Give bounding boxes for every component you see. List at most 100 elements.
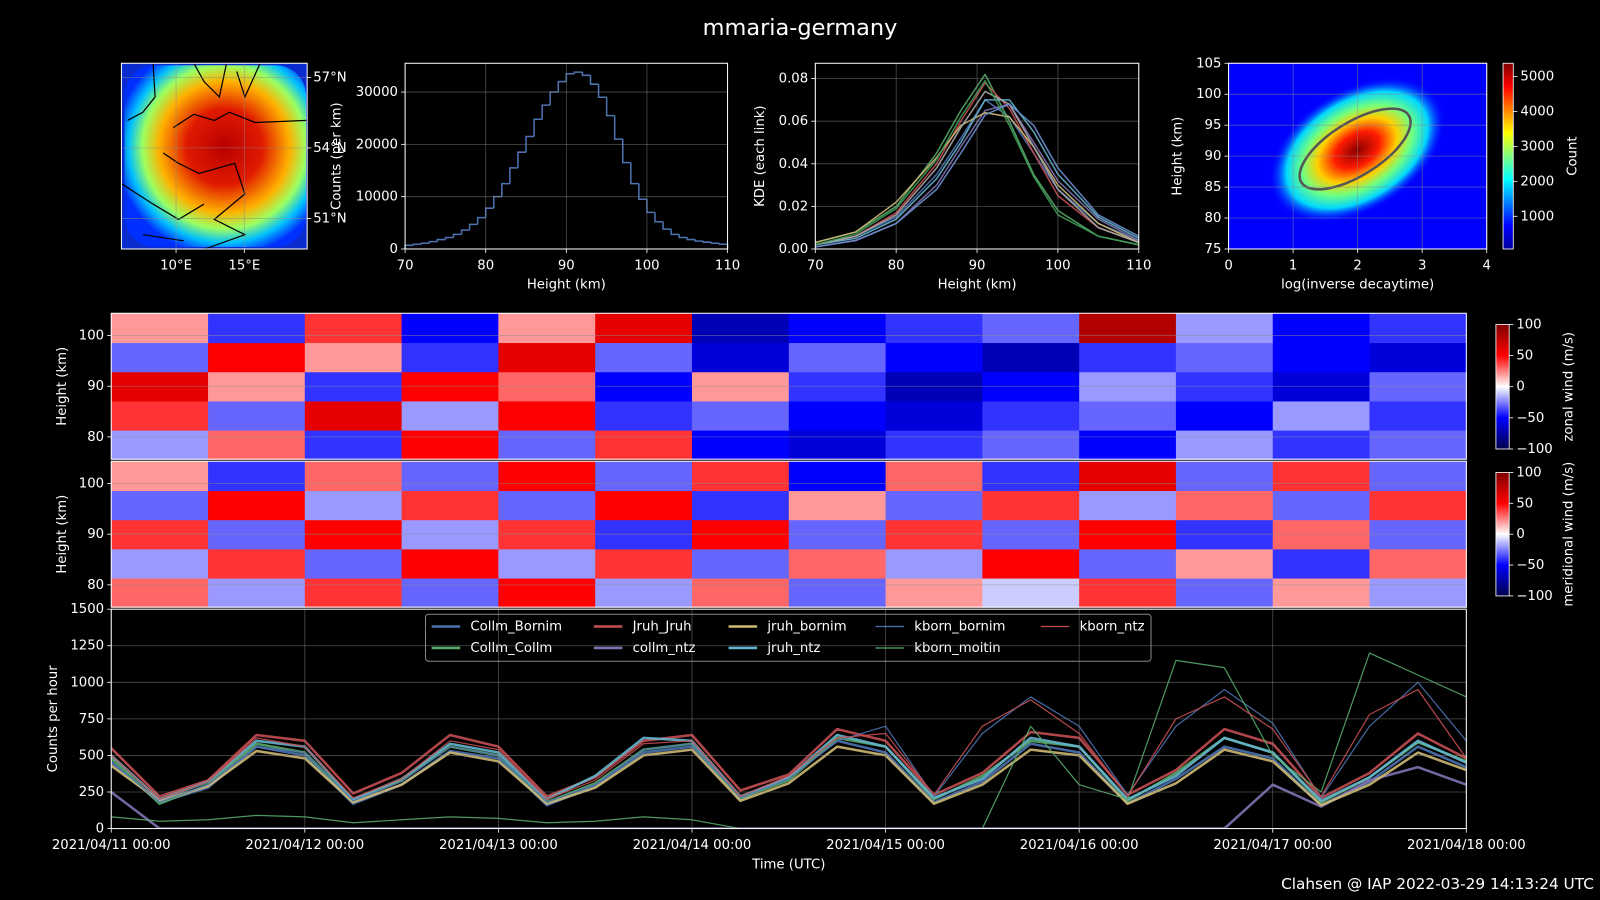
- histogram-step: [404, 244, 414, 249]
- heatmap-cell: [982, 400, 1080, 431]
- heatmap-cell: [304, 490, 403, 521]
- y-axis-label: Counts per hour: [46, 665, 61, 773]
- heatmap-cell: [111, 461, 209, 492]
- histogram-step: [686, 237, 696, 241]
- x-tick-label: 2021/04/11 00:00: [52, 838, 171, 853]
- histogram-step: [517, 151, 527, 168]
- heatmap-cell: [1272, 490, 1371, 521]
- heatmap-cell: [885, 548, 984, 579]
- y-tick-label: 75: [1205, 242, 1222, 257]
- x-tick-label: 3: [1418, 258, 1426, 273]
- axes-frame: [110, 460, 1467, 608]
- heatmap-cell: [111, 400, 209, 431]
- heatmap-cell: [498, 313, 596, 344]
- heatmap-cell: [304, 461, 403, 492]
- y-tick-label: 90: [87, 527, 104, 542]
- heatmap-cell: [1175, 342, 1274, 373]
- heatmap-cell: [1175, 490, 1274, 521]
- heatmap-cell: [982, 313, 1080, 344]
- heatmap-cell: [788, 313, 887, 344]
- histogram-step: [565, 72, 575, 82]
- series-line: [815, 99, 1139, 246]
- heatmap-cell: [208, 577, 306, 608]
- histogram-step: [662, 221, 672, 230]
- heatmap-cell: [1079, 577, 1177, 608]
- heatmap-cell: [401, 461, 500, 492]
- heatmap-cell: [1272, 400, 1371, 431]
- histogram-step: [654, 212, 664, 223]
- x-tick-label: 2: [1353, 258, 1361, 273]
- histogram-step: [436, 238, 446, 242]
- heatmap-cell: [401, 342, 500, 373]
- heatmap-cell: [498, 430, 596, 460]
- heatmap-cell: [498, 577, 596, 608]
- heatmap-cell: [788, 400, 887, 431]
- y-tick-label: 105: [1196, 56, 1221, 71]
- heatmap-cell: [982, 461, 1080, 492]
- heatmap-cell: [111, 342, 209, 373]
- y-tick-label: 57°N: [313, 70, 346, 85]
- heatmap-cell: [1369, 342, 1467, 373]
- y-tick-label: 90: [87, 379, 104, 394]
- heatmap-cell: [1369, 430, 1467, 460]
- legend-label: collm_ntz: [633, 641, 696, 656]
- y-tick-label: 30000: [356, 85, 398, 100]
- histogram-step: [484, 207, 494, 218]
- heatmap-cell: [982, 342, 1080, 373]
- x-tick-label: 80: [477, 258, 494, 273]
- heatmap-cell: [595, 342, 693, 373]
- heatmap-cell: [1079, 313, 1177, 344]
- x-tick-label: 10°E: [160, 258, 192, 273]
- histogram-step: [597, 84, 607, 99]
- colorbar-tick-label: 3000: [1520, 139, 1554, 154]
- heatmap-cell: [788, 461, 887, 492]
- axes-frame: [120, 62, 308, 250]
- heatmap-cell: [498, 400, 596, 431]
- histogram-step: [557, 80, 567, 93]
- heatmap-cell: [401, 313, 500, 344]
- y-tick-label: 51°N: [313, 211, 346, 226]
- colorbar-tick-label: 0: [1516, 380, 1524, 395]
- legend-label: kborn_moitin: [914, 641, 1000, 656]
- histogram-step: [549, 91, 559, 106]
- histogram-step: [525, 135, 535, 153]
- y-tick-label: 100: [79, 477, 104, 492]
- histogram-step: [630, 162, 639, 185]
- x-tick-label: 4: [1483, 258, 1491, 273]
- colorbar-tick-label: 100: [1516, 317, 1541, 332]
- histogram-step: [621, 139, 631, 164]
- histogram-step: [702, 241, 712, 243]
- heatmap-cell: [208, 342, 306, 373]
- heatmap-cell: [691, 490, 790, 521]
- heatmap-cell: [595, 490, 693, 521]
- x-tick-label: 100: [1045, 258, 1070, 273]
- histogram-step: [710, 242, 720, 244]
- heatmap-cell: [1272, 548, 1371, 579]
- heatmap-cell: [111, 490, 209, 521]
- heatmap-cell: [885, 430, 984, 460]
- x-tick-label: 2021/04/14 00:00: [633, 838, 752, 853]
- heatmap-cell: [885, 342, 984, 373]
- legend-label: kborn_bornim: [914, 620, 1005, 635]
- y-axis-label: KDE (each link): [753, 105, 768, 206]
- colorbar-tick-label: 4000: [1520, 104, 1554, 119]
- y-tick-label: 0.02: [779, 199, 809, 214]
- heatmap-cell: [595, 400, 693, 431]
- heatmap-cell: [595, 313, 693, 344]
- heatmap-cell: [788, 490, 887, 521]
- y-tick-label: 1500: [70, 602, 104, 617]
- heatmap-cell: [208, 400, 306, 431]
- x-tick-label: 100: [634, 258, 659, 273]
- density-contour: [1298, 107, 1412, 191]
- colorbar-tick-label: −100: [1516, 442, 1552, 457]
- x-tick-label: 90: [969, 258, 986, 273]
- histogram-step: [460, 229, 470, 235]
- map-density: [124, 65, 307, 247]
- heatmap-cell: [111, 577, 209, 608]
- heatmap-cell: [885, 490, 984, 521]
- heatmap-cell: [498, 548, 596, 579]
- y-tick-label: 10000: [356, 190, 398, 205]
- heatmap-cell: [788, 430, 887, 460]
- heatmap-cell: [1175, 461, 1274, 492]
